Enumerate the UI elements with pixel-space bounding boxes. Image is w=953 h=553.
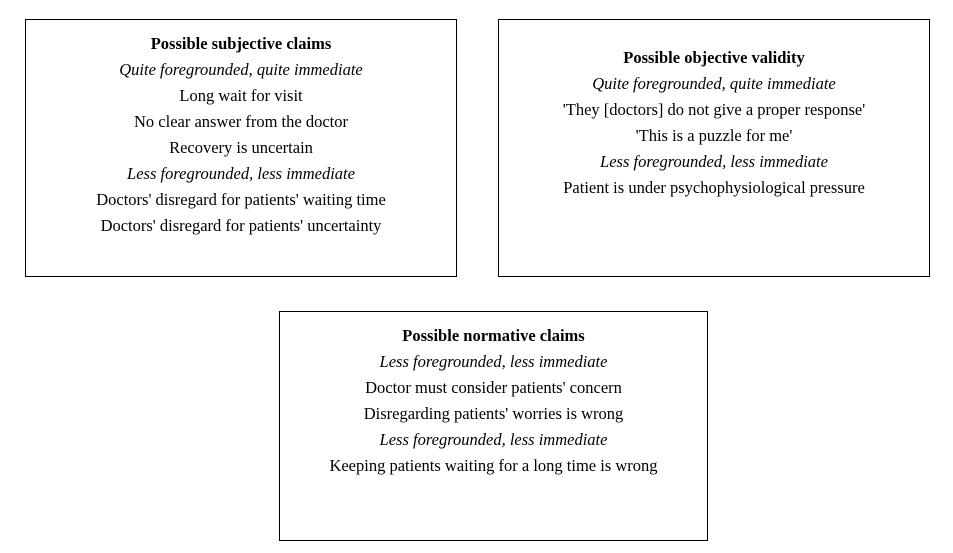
subjective-claims-box: Possible subjective claims Quite foregro… [25, 19, 457, 277]
normative-claim-item: Doctor must consider patients' concern [365, 378, 622, 397]
objective-validity-item: Patient is under psychophysiological pre… [563, 178, 865, 197]
normative-category-heading: Less foregrounded, less immediate [379, 430, 608, 449]
normative-claim-item: Keeping patients waiting for a long time… [329, 456, 658, 475]
objective-validity-box: Possible objective validity Quite foregr… [498, 19, 930, 277]
normative-claims-box: Possible normative claims Less foregroun… [279, 311, 708, 541]
objective-validity-title: Possible objective validity [623, 48, 805, 67]
objective-validity-item: 'They [doctors] do not give a proper res… [562, 100, 866, 119]
normative-claims-title: Possible normative claims [402, 326, 585, 345]
subjective-category-heading: Quite foregrounded, quite immediate [119, 60, 363, 79]
objective-category-heading: Less foregrounded, less immediate [600, 152, 828, 171]
subjective-claims-title: Possible subjective claims [150, 34, 332, 53]
subjective-category-heading: Less foregrounded, less immediate [127, 164, 355, 183]
normative-claim-item: Disregarding patients' worries is wrong [363, 404, 624, 423]
subjective-claim-item: Doctors' disregard for patients' waiting… [96, 190, 386, 209]
subjective-claim-item: Recovery is uncertain [169, 138, 313, 157]
objective-validity-item: 'This is a puzzle for me' [635, 126, 793, 145]
objective-category-heading: Quite foregrounded, quite immediate [592, 74, 836, 93]
normative-category-heading: Less foregrounded, less immediate [379, 352, 608, 371]
subjective-claim-item: No clear answer from the doctor [134, 112, 348, 131]
subjective-claim-item: Long wait for visit [179, 86, 303, 105]
subjective-claim-item: Doctors' disregard for patients' uncerta… [100, 216, 382, 235]
